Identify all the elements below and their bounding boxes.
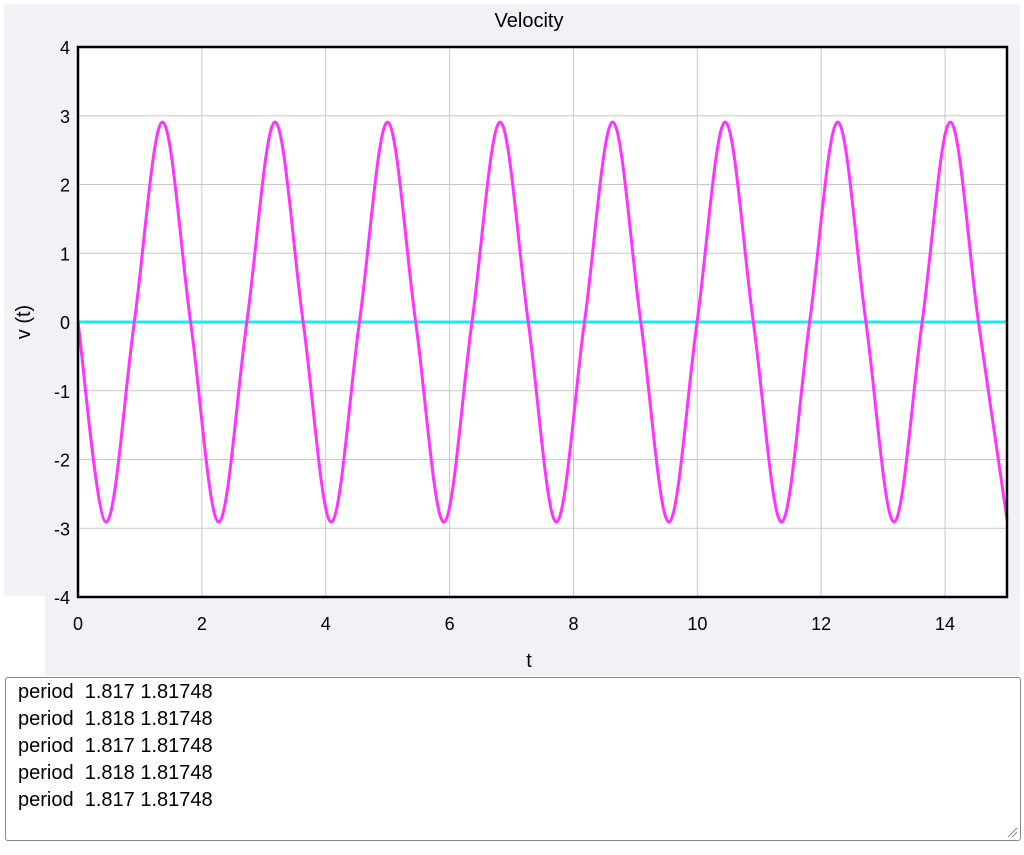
log-line: period 1.817 1.81748 bbox=[18, 735, 213, 757]
chart-title: Velocity bbox=[495, 10, 564, 32]
x-tick-label: 4 bbox=[321, 614, 331, 634]
y-tick-label: -4 bbox=[54, 588, 70, 608]
y-tick-label: -1 bbox=[54, 382, 70, 402]
y-tick-labels: 4 3 2 1 0 -1 -2 -3 -4 bbox=[54, 38, 70, 608]
y-tick-label: 1 bbox=[60, 244, 70, 264]
resize-grip-icon[interactable] bbox=[1006, 826, 1018, 838]
x-tick-label: 0 bbox=[73, 614, 83, 634]
velocity-series-line bbox=[76, 120, 1009, 524]
y-tick-label: 4 bbox=[60, 38, 70, 58]
x-tick-labels: 0 2 4 6 8 10 12 14 bbox=[73, 614, 955, 634]
series-layer bbox=[76, 120, 1009, 524]
log-textarea[interactable]: period 1.817 1.81748 period 1.818 1.81748… bbox=[5, 677, 1021, 841]
y-tick-label: 2 bbox=[60, 176, 70, 196]
x-axis-panel bbox=[45, 596, 1020, 676]
x-axis-title: t bbox=[526, 650, 532, 672]
log-line: period 1.817 1.81748 bbox=[18, 789, 213, 811]
y-tick-label: -3 bbox=[54, 519, 70, 539]
y-tick-label: 3 bbox=[60, 107, 70, 127]
y-tick-label: 0 bbox=[60, 313, 70, 333]
y-tick-label: -2 bbox=[54, 451, 70, 471]
x-tick-label: 6 bbox=[445, 614, 455, 634]
plot-frame bbox=[76, 45, 1009, 599]
x-tick-label: 14 bbox=[935, 614, 955, 634]
x-tick-label: 10 bbox=[687, 614, 707, 634]
x-tick-label: 12 bbox=[811, 614, 831, 634]
log-line: period 1.818 1.81748 bbox=[18, 762, 213, 784]
log-lines: period 1.817 1.81748 period 1.818 1.81748… bbox=[18, 679, 1008, 814]
log-line: period 1.818 1.81748 bbox=[18, 708, 213, 730]
x-tick-label: 8 bbox=[568, 614, 578, 634]
log-line: period 1.817 1.81748 bbox=[18, 681, 213, 703]
x-tick-label: 2 bbox=[197, 614, 207, 634]
y-axis-title: v (t) bbox=[13, 305, 35, 339]
